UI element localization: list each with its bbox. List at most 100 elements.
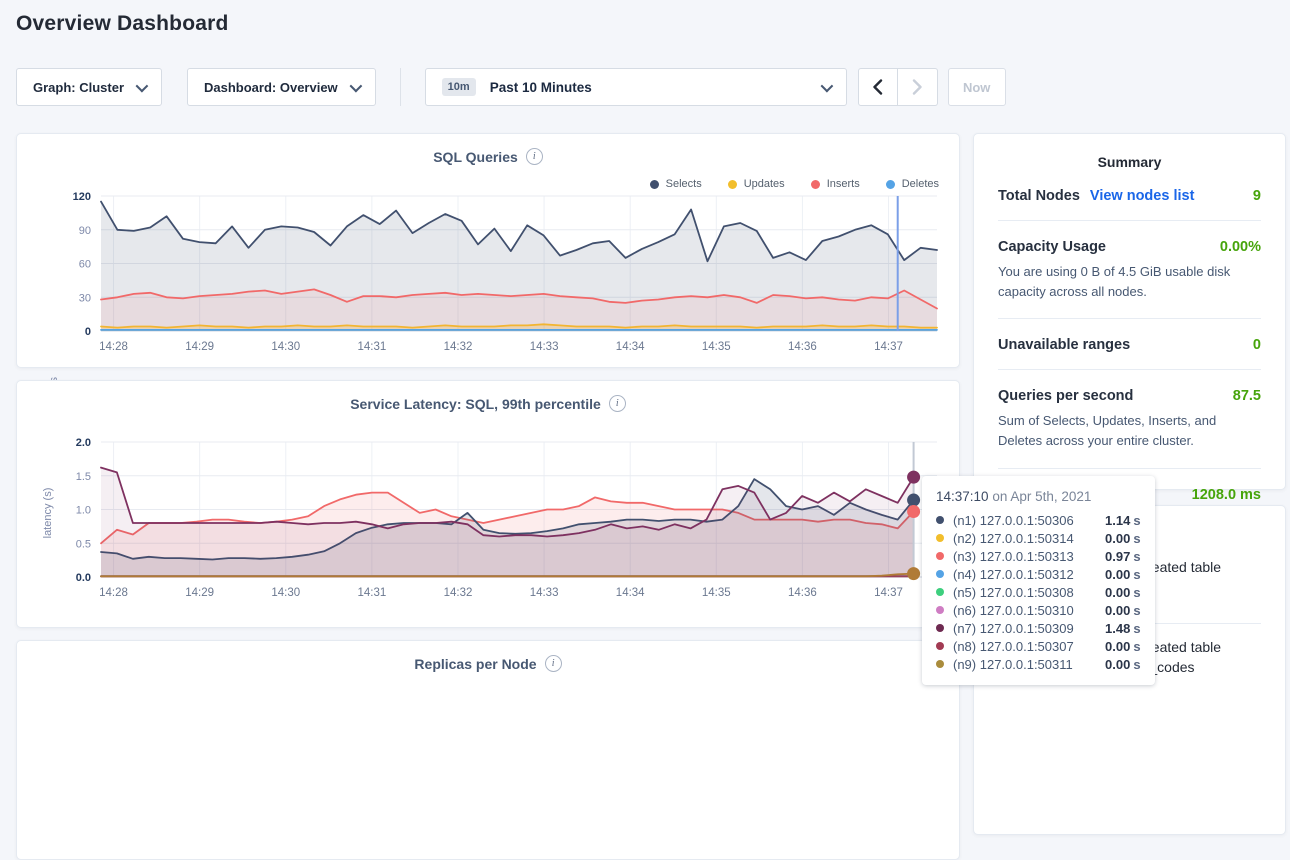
info-icon[interactable]: i [609, 395, 626, 412]
now-button[interactable]: Now [948, 68, 1006, 106]
divider [998, 369, 1261, 370]
service-latency-chart[interactable]: 14:2814:2914:3014:3114:3214:3314:3414:35… [39, 432, 947, 604]
chart-title: SQL Queries [433, 149, 518, 165]
tooltip-node-row: (n5) 127.0.0.1:503080.00s [936, 583, 1141, 601]
time-next-button[interactable] [898, 68, 938, 106]
svg-text:14:30: 14:30 [271, 587, 300, 599]
svg-text:14:33: 14:33 [530, 587, 559, 599]
tooltip-node-row: (n3) 127.0.0.1:503130.97s [936, 547, 1141, 565]
toolbar: Graph: Cluster Dashboard: Overview 10m P… [16, 68, 1006, 106]
chevron-left-icon [872, 79, 883, 95]
svg-text:14:28: 14:28 [99, 587, 128, 599]
chart-title: Service Latency: SQL, 99th percentile [350, 396, 601, 412]
svg-text:1.0: 1.0 [76, 505, 91, 517]
legend-label: Deletes [902, 178, 939, 190]
summary-row-capacity: Capacity Usage 0.00% [998, 239, 1261, 255]
tooltip-timestamp: 14:37:10 on Apr 5th, 2021 [936, 489, 1141, 504]
info-icon[interactable]: i [526, 148, 543, 165]
info-icon[interactable]: i [545, 655, 562, 672]
view-nodes-list-link[interactable]: View nodes list [1090, 188, 1195, 204]
time-range-label: Past 10 Minutes [490, 80, 592, 95]
legend-item-updates[interactable]: Updates [728, 178, 785, 190]
tooltip-node-row: (n4) 127.0.0.1:503120.00s [936, 565, 1141, 583]
tooltip-node-row: (n2) 127.0.0.1:503140.00s [936, 529, 1141, 547]
svg-text:120: 120 [73, 191, 91, 203]
svg-text:14:37: 14:37 [874, 341, 903, 353]
legend-label: Updates [744, 178, 785, 190]
svg-text:14:31: 14:31 [357, 587, 386, 599]
node-dot-icon [936, 660, 944, 668]
node-dot-icon [936, 516, 944, 524]
svg-text:14:35: 14:35 [702, 341, 731, 353]
replicas-per-node-card: Replicas per Node i [16, 640, 960, 860]
capacity-usage-label: Capacity Usage [998, 239, 1106, 255]
tooltip-node-row: (n9) 127.0.0.1:503110.00s [936, 655, 1141, 673]
svg-text:14:33: 14:33 [530, 341, 559, 353]
chevron-down-icon [349, 79, 362, 92]
svg-text:14:37: 14:37 [874, 587, 903, 599]
svg-text:0.0: 0.0 [76, 572, 91, 584]
sql-queries-card: SQL Queries i Selects Updates Inserts Delet… [16, 133, 960, 368]
summary-title: Summary [998, 148, 1261, 170]
overview-dashboard-page: Overview Dashboard Graph: Cluster Dashbo… [0, 0, 1290, 689]
divider [998, 468, 1261, 469]
graph-dropdown-label: Graph: Cluster [33, 80, 124, 95]
tooltip-node-row: (n1) 127.0.0.1:503061.14s [936, 511, 1141, 529]
node-dot-icon [936, 588, 944, 596]
legend-item-inserts[interactable]: Inserts [811, 178, 860, 190]
svg-text:14:28: 14:28 [99, 341, 128, 353]
legend-dot-icon [886, 180, 895, 189]
svg-text:14:30: 14:30 [271, 341, 300, 353]
svg-text:14:36: 14:36 [788, 587, 817, 599]
node-dot-icon [936, 606, 944, 614]
unavailable-ranges-label: Unavailable ranges [998, 337, 1130, 353]
svg-text:14:36: 14:36 [788, 341, 817, 353]
tooltip-node-row: (n8) 127.0.0.1:503070.00s [936, 637, 1141, 655]
dashboard-dropdown[interactable]: Dashboard: Overview [187, 68, 376, 106]
total-nodes-value: 9 [1253, 188, 1261, 204]
tooltip-rows: (n1) 127.0.0.1:503061.14s(n2) 127.0.0.1:… [936, 511, 1141, 673]
svg-text:14:34: 14:34 [616, 341, 645, 353]
summary-row-qps: Queries per second 87.5 [998, 388, 1261, 404]
qps-desc: Sum of Selects, Updates, Inserts, and De… [998, 411, 1261, 451]
tooltip-node-row: (n6) 127.0.0.1:503100.00s [936, 601, 1141, 619]
chart-hover-tooltip: 14:37:10 on Apr 5th, 2021 (n1) 127.0.0.1… [922, 476, 1155, 685]
node-dot-icon [936, 642, 944, 650]
divider [998, 318, 1261, 319]
service-latency-card: Service Latency: SQL, 99th percentile i … [16, 380, 960, 628]
svg-text:0.5: 0.5 [76, 538, 91, 550]
sql-queries-chart[interactable]: 14:2814:2914:3014:3114:3214:3314:3414:35… [39, 186, 947, 358]
time-nav-buttons [858, 68, 938, 106]
summary-row-total-nodes: Total Nodes View nodes list 9 [998, 188, 1261, 204]
svg-text:30: 30 [79, 292, 91, 304]
legend-dot-icon [728, 180, 737, 189]
chart-title: Replicas per Node [414, 656, 536, 672]
node-dot-icon [936, 534, 944, 542]
qps-value: 87.5 [1233, 388, 1261, 404]
svg-text:14:31: 14:31 [357, 341, 386, 353]
time-range-dropdown[interactable]: 10m Past 10 Minutes [425, 68, 847, 106]
graph-dropdown[interactable]: Graph: Cluster [16, 68, 162, 106]
svg-text:14:29: 14:29 [185, 587, 214, 599]
summary-row-unavailable: Unavailable ranges 0 [998, 337, 1261, 353]
tooltip-node-row: (n7) 127.0.0.1:503091.48s [936, 619, 1141, 637]
divider [998, 220, 1261, 221]
svg-text:2.0: 2.0 [76, 437, 91, 449]
page-title: Overview Dashboard [16, 12, 229, 36]
time-prev-button[interactable] [858, 68, 898, 106]
svg-text:14:29: 14:29 [185, 341, 214, 353]
total-nodes-label: Total Nodes [998, 188, 1080, 204]
legend-label: Inserts [827, 178, 860, 190]
sql-queries-legend: Selects Updates Inserts Deletes [650, 178, 939, 190]
legend-item-deletes[interactable]: Deletes [886, 178, 939, 190]
summary-card: Summary Total Nodes View nodes list 9 Ca… [973, 133, 1286, 490]
capacity-usage-value: 0.00% [1220, 239, 1261, 255]
p99-latency-value: 1208.0 ms [1192, 487, 1261, 503]
toolbar-divider [400, 68, 401, 106]
time-range-badge: 10m [442, 78, 476, 96]
legend-dot-icon [650, 180, 659, 189]
legend-item-selects[interactable]: Selects [650, 178, 702, 190]
node-dot-icon [936, 570, 944, 578]
legend-label: Selects [666, 178, 702, 190]
chevron-down-icon [820, 79, 833, 92]
